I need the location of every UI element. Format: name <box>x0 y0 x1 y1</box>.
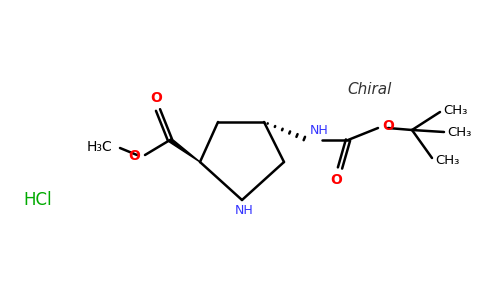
Text: HCl: HCl <box>24 191 52 209</box>
Text: O: O <box>150 91 162 105</box>
Text: NH: NH <box>310 124 329 137</box>
Text: O: O <box>128 149 140 163</box>
Text: O: O <box>382 119 394 133</box>
Text: CH₃: CH₃ <box>447 125 471 139</box>
Text: CH₃: CH₃ <box>443 103 468 116</box>
Text: H₃C: H₃C <box>86 140 112 154</box>
Text: CH₃: CH₃ <box>435 154 459 166</box>
Polygon shape <box>169 138 200 162</box>
Text: NH: NH <box>235 204 254 217</box>
Text: O: O <box>330 173 342 187</box>
Text: Chiral: Chiral <box>348 82 392 98</box>
